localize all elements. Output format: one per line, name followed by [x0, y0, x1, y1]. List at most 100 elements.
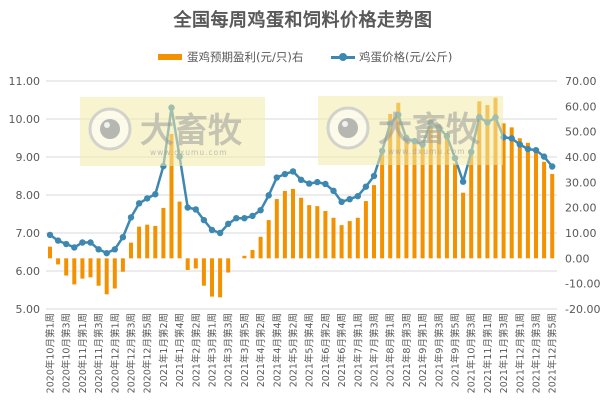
profit-bar [428, 119, 433, 259]
x-axis-tick-label: 2021年1月第4周 [174, 313, 186, 387]
watermark-url: www.dxumu.com [150, 148, 228, 157]
egg-price-marker [103, 249, 110, 257]
egg-price-marker [54, 237, 62, 244]
legend-label-profit: 蛋鸡预期盈利(元/只)右 [187, 50, 304, 64]
legend-item-egg-price[interactable]: 鸡蛋价格(元/公斤) [331, 48, 452, 66]
chart-title: 全国每周鸡蛋和饲料价格走势图 [173, 10, 433, 31]
egg-price-marker [233, 214, 240, 222]
profit-bar [193, 258, 198, 269]
x-axis-tick-label: 2020年10月第3周 [61, 313, 73, 393]
profit-bar [266, 220, 271, 259]
profit-bar [226, 258, 231, 273]
profit-bar [104, 258, 109, 295]
x-axis-tick-label: 2021年12月第5周 [547, 313, 559, 393]
egg-price-marker [152, 191, 159, 198]
egg-price-marker [62, 240, 70, 248]
profit-bar [477, 101, 482, 259]
x-axis-tick-label: 2021年4月第2周 [255, 313, 267, 387]
egg-price-marker [184, 204, 191, 211]
egg-price-marker [216, 229, 224, 237]
x-axis-tick-label: 2021年9月第1周 [417, 313, 429, 387]
profit-bar [153, 225, 158, 259]
profit-bar [242, 255, 247, 259]
egg-price-marker [144, 195, 151, 202]
legend-label-egg-price: 鸡蛋价格(元/公斤) [359, 50, 453, 64]
egg-price-marker [95, 246, 102, 253]
x-axis-tick-label: 2021年9月第3周 [433, 313, 445, 387]
profit-bar [201, 258, 206, 286]
profit-bar [509, 127, 514, 259]
profit-bar [64, 258, 69, 276]
profit-bar [550, 173, 555, 259]
profit-bar [323, 210, 328, 259]
profit-bar [534, 149, 538, 259]
profit-bar [493, 97, 498, 259]
profit-bar [542, 161, 547, 259]
right-axis-tick-label: 10.00 [565, 227, 597, 240]
profit-bar [48, 246, 52, 259]
egg-price-marker [306, 180, 313, 187]
profit-bar [112, 258, 117, 289]
egg-price-marker [135, 200, 143, 207]
egg-price-marker [127, 214, 135, 221]
x-axis-tick-label: 2020年11月第3周 [93, 313, 105, 393]
left-axis-tick-label: 9.00 [16, 151, 41, 164]
profit-bar [396, 102, 401, 259]
egg-price-marker [249, 212, 256, 220]
egg-price-marker [46, 231, 54, 239]
x-axis-tick-label: 2021年11月第1周 [482, 313, 494, 393]
right-axis-tick-label: -20.00 [565, 303, 600, 316]
egg-price-marker [119, 233, 127, 241]
x-axis-tick-label: 2021年5月第2周 [288, 313, 300, 387]
bar-swatch-icon [158, 54, 182, 60]
egg-price-marker [257, 207, 264, 214]
egg-price-marker [330, 187, 337, 195]
x-axis-tick-label: 2021年3月第3周 [223, 313, 235, 387]
profit-bar [501, 123, 506, 259]
egg-price-marker [346, 195, 353, 203]
x-axis-tick-label: 2021年7月第1周 [352, 313, 364, 387]
egg-price-marker [225, 220, 232, 228]
egg-price-marker [362, 183, 370, 190]
legend-item-profit[interactable]: 蛋鸡预期盈利(元/只)右 [158, 48, 303, 66]
profit-bar [331, 217, 336, 259]
x-axis-labels: 2020年10月第1周 2020年10月第3周 2020年11月第1周 2020年11… [45, 313, 559, 393]
profit-bar [169, 133, 174, 259]
profit-bar [120, 258, 125, 272]
profit-bar [380, 149, 385, 259]
egg-price-marker [508, 135, 515, 142]
watermark-url: www.dxumu.com [388, 147, 466, 156]
x-axis-tick-label: 2020年10月第1周 [45, 313, 57, 393]
left-axis-tick-label: 8.00 [16, 189, 41, 202]
egg-price-marker [338, 198, 345, 206]
profit-bar [404, 134, 409, 259]
profit-bars [48, 97, 555, 298]
right-axis-tick-label: 20.00 [565, 202, 597, 215]
profit-bar [453, 163, 457, 259]
egg-price-marker [79, 239, 86, 246]
x-axis-tick-label: 2020年12月第1周 [109, 313, 121, 393]
egg-price-marker [241, 214, 248, 222]
right-axis-tick-label: 60.00 [565, 100, 597, 113]
profit-bar [469, 149, 474, 259]
watermark-brand: 大畜牧 [140, 111, 243, 151]
left-axis-tick-label: 10.00 [9, 113, 41, 126]
profit-bar [185, 258, 190, 270]
x-axis-tick-label: 2021年7月第3周 [369, 313, 381, 387]
left-axis-tick-label: 7.00 [16, 227, 41, 240]
profit-bar [363, 201, 368, 259]
x-axis-tick-label: 2020年11月第1周 [77, 313, 89, 393]
x-axis-tick-label: 2021年3月第5周 [239, 313, 251, 387]
egg-price-marker [524, 145, 532, 153]
egg-price-marker [111, 246, 119, 253]
profit-bar [485, 105, 490, 259]
profit-bar [355, 217, 360, 259]
egg-price-marker [540, 153, 548, 160]
profit-bar [525, 142, 530, 259]
egg-price-marker [265, 192, 272, 199]
x-axis-tick-label: 2021年12月第1周 [514, 313, 526, 393]
